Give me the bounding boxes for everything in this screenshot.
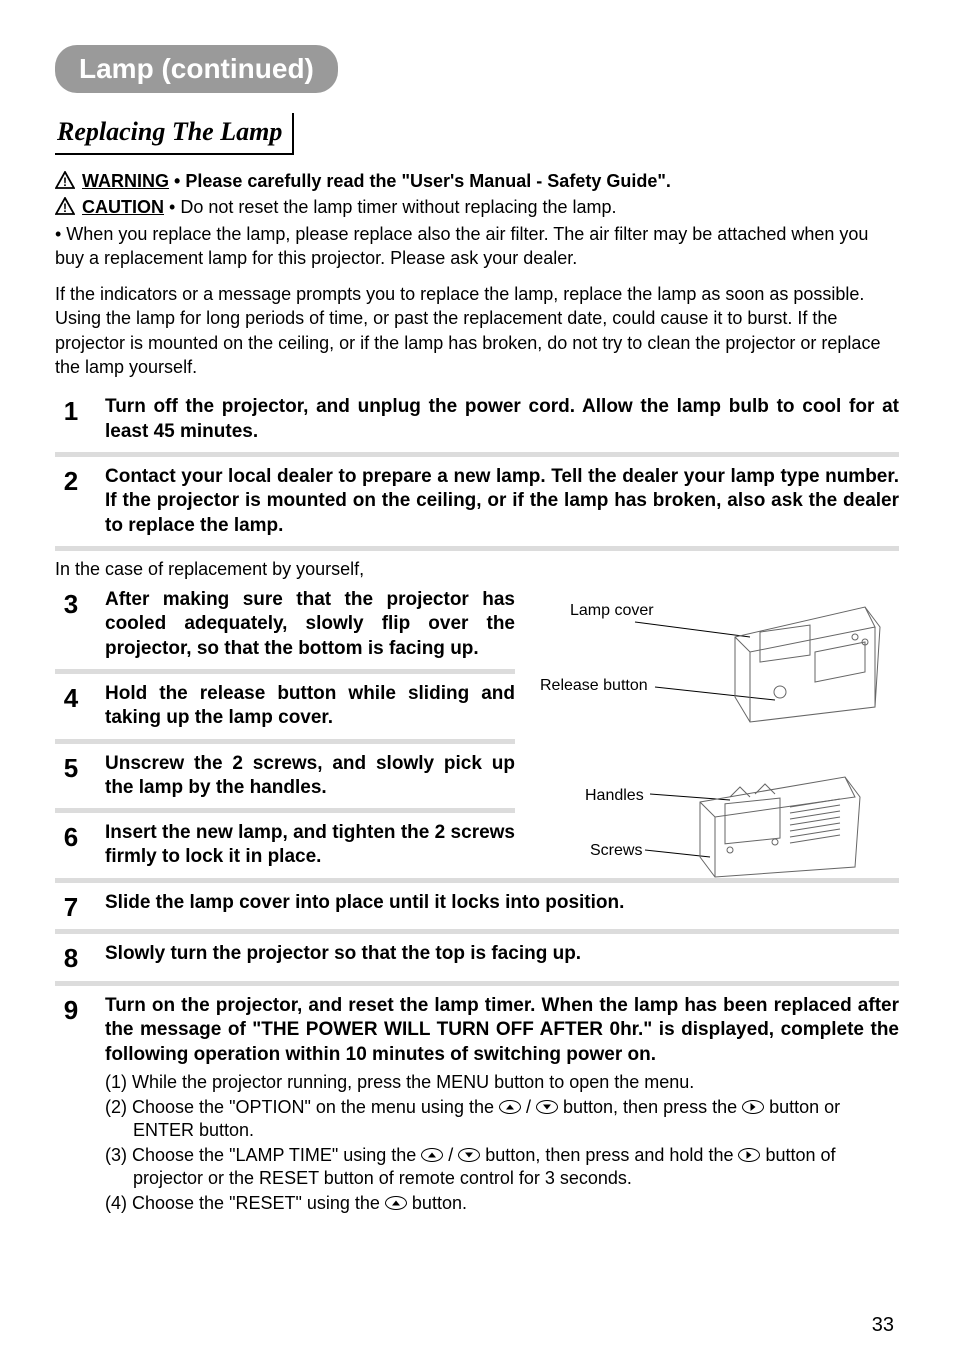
step-text: Insert the new lamp, and tighten the 2 s…	[105, 821, 515, 870]
separator	[55, 929, 899, 934]
intro-paragraph: If the indicators or a message prompts y…	[55, 282, 899, 379]
substep-1: (1) While the projector running, press t…	[105, 1071, 899, 1094]
diagram-lamp-cover: Lamp cover Release button	[535, 592, 885, 732]
substeps: (1) While the projector running, press t…	[105, 1071, 899, 1215]
page-number: 33	[872, 1314, 894, 1337]
up-button-icon	[385, 1196, 407, 1210]
separator	[55, 669, 515, 674]
warning-block: ! WARNING • Please carefully read the "U…	[55, 169, 899, 270]
step-row: 1 Turn off the projector, and unplug the…	[55, 389, 899, 450]
step-text: After making sure that the projector has…	[105, 588, 515, 661]
substep-2a: (2) Choose the "OPTION" on the menu usin…	[105, 1097, 499, 1117]
substep-4a: (4) Choose the "RESET" using the	[105, 1193, 385, 1213]
substep-3a: (3) Choose the "LAMP TIME" using the	[105, 1145, 421, 1165]
section-header: Lamp (continued)	[55, 45, 338, 93]
step-text: Turn off the projector, and unplug the p…	[105, 395, 899, 444]
right-button-icon	[742, 1100, 764, 1114]
step-number: 4	[55, 682, 87, 713]
step-number: 9	[55, 994, 87, 1025]
substep-2b: button, then press the	[558, 1097, 742, 1117]
warning-triangle-icon: !	[55, 171, 75, 195]
step-number: 6	[55, 821, 87, 852]
step-text: Hold the release button while sliding an…	[105, 682, 515, 731]
down-button-icon	[458, 1148, 480, 1162]
warning-text: • Please carefully read the "User's Manu…	[174, 171, 671, 191]
sub-heading: Replacing The Lamp	[55, 113, 294, 155]
step-row: 6 Insert the new lamp, and tighten the 2…	[55, 815, 515, 876]
down-button-icon	[536, 1100, 558, 1114]
step-row: 9 Turn on the projector, and reset the l…	[55, 988, 899, 1223]
step-row: 8 Slowly turn the projector so that the …	[55, 936, 899, 979]
substep-2: (2) Choose the "OPTION" on the menu usin…	[105, 1096, 899, 1142]
step-text: Slowly turn the projector so that the to…	[105, 942, 899, 966]
separator	[55, 739, 515, 744]
step-number: 2	[55, 465, 87, 496]
step-row: 4 Hold the release button while sliding …	[55, 676, 515, 737]
step-text: Unscrew the 2 screws, and slowly pick up…	[105, 752, 515, 801]
step-number: 5	[55, 752, 87, 783]
step9-bold-text: Turn on the projector, and reset the lam…	[105, 994, 899, 1067]
up-button-icon	[499, 1100, 521, 1114]
separator	[55, 546, 899, 551]
substep-4b: button.	[407, 1193, 467, 1213]
step-row: 3 After making sure that the projector h…	[55, 582, 515, 667]
step-text: Slide the lamp cover into place until it…	[105, 891, 899, 915]
diagram-column: Lamp cover Release button	[515, 582, 899, 876]
step-row: 5 Unscrew the 2 screws, and slowly pick …	[55, 746, 515, 807]
diagram-handles-screws: Handles Screws	[535, 772, 885, 882]
case-note: In the case of replacement by yourself,	[55, 559, 899, 580]
separator	[55, 808, 515, 813]
caution-text: • Do not reset the lamp timer without re…	[169, 197, 617, 217]
svg-text:!: !	[63, 201, 67, 215]
separator	[55, 452, 899, 457]
svg-text:!: !	[63, 175, 67, 189]
step-row: 7 Slide the lamp cover into place until …	[55, 885, 899, 928]
steps-list: 1 Turn off the projector, and unplug the…	[55, 389, 899, 1223]
step-number: 8	[55, 942, 87, 973]
step-row: 2 Contact your local dealer to prepare a…	[55, 459, 899, 544]
caution-label: CAUTION	[82, 197, 164, 217]
step-text: Contact your local dealer to prepare a n…	[105, 465, 899, 538]
warning-label: WARNING	[82, 171, 169, 191]
step-number: 3	[55, 588, 87, 619]
step-number: 1	[55, 395, 87, 426]
right-button-icon	[738, 1148, 760, 1162]
step-number: 7	[55, 891, 87, 922]
substep-3b: button, then press and hold the	[480, 1145, 738, 1165]
caution-triangle-icon: !	[55, 197, 75, 221]
substep-3: (3) Choose the "LAMP TIME" using the / b…	[105, 1144, 899, 1190]
caution-line2: • When you replace the lamp, please repl…	[55, 224, 868, 268]
separator	[55, 981, 899, 986]
step-text: Turn on the projector, and reset the lam…	[105, 994, 899, 1217]
up-button-icon	[421, 1148, 443, 1162]
substep-4: (4) Choose the "RESET" using the button.	[105, 1192, 899, 1215]
